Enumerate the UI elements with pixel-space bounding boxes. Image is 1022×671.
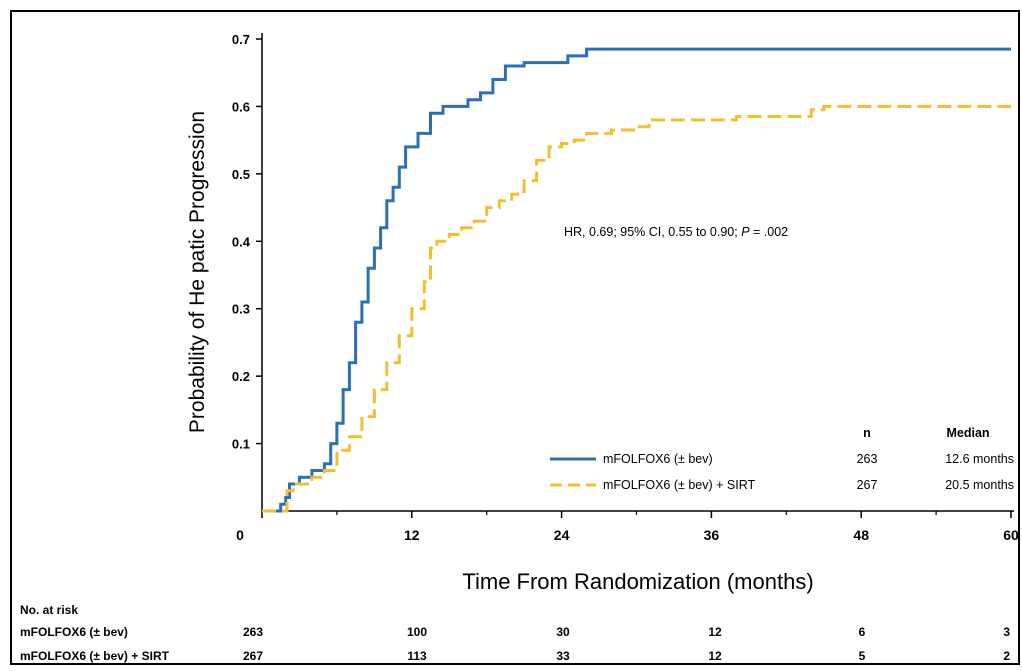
legend-n-series-2: 267 bbox=[857, 478, 878, 492]
risk-value: 12 bbox=[708, 625, 722, 639]
km-curve-series-2 bbox=[262, 104, 1011, 513]
risk-row-label-1: mFOLFOX6 (± bev) bbox=[20, 625, 128, 639]
risk-value: 3 bbox=[1003, 625, 1010, 639]
x-tick-label: 0 bbox=[236, 527, 244, 543]
series-lines bbox=[262, 47, 1011, 513]
y-tick-label: 0.7 bbox=[232, 32, 250, 47]
legend-n-header: n bbox=[863, 426, 871, 440]
risk-value: 263 bbox=[243, 625, 263, 639]
y-tick-label: 0.2 bbox=[232, 369, 250, 384]
risk-value: 6 bbox=[859, 625, 866, 639]
risk-row-label-2: mFOLFOX6 (± bev) + SIRT bbox=[20, 649, 170, 663]
risk-value: 12 bbox=[708, 649, 722, 663]
risk-value: 5 bbox=[859, 649, 866, 663]
legend-median-header: Median bbox=[946, 426, 989, 440]
legend-median-series-1: 12.6 months bbox=[945, 452, 1014, 466]
x-ticks: 0 12 24 36 48 60 bbox=[236, 511, 1019, 543]
risk-value: 113 bbox=[407, 649, 427, 663]
x-tick-label: 60 bbox=[1003, 527, 1019, 543]
y-tick-label: 0.3 bbox=[232, 302, 250, 317]
risk-value: 267 bbox=[243, 649, 263, 663]
y-tick-label: 0.5 bbox=[232, 167, 250, 182]
hr-p-label: P bbox=[741, 225, 750, 239]
hr-annotation: HR, 0.69; 95% CI, 0.55 to 0.90; P = .002 bbox=[564, 225, 788, 239]
x-tick-label: 24 bbox=[554, 527, 570, 543]
risk-values: 263 100 30 12 6 3 267 113 33 12 5 2 bbox=[243, 625, 1010, 663]
legend-n-series-1: 263 bbox=[857, 452, 878, 466]
y-tick-label: 0.1 bbox=[232, 437, 250, 452]
risk-value: 30 bbox=[556, 625, 570, 639]
risk-table: No. at risk mFOLFOX6 (± bev) mFOLFOX6 (±… bbox=[20, 603, 1010, 663]
legend-median-series-2: 20.5 months bbox=[945, 478, 1014, 492]
risk-value: 100 bbox=[407, 625, 427, 639]
legend-label-series-1: mFOLFOX6 (± bev) bbox=[603, 452, 713, 466]
hr-text: HR, 0.69; 95% CI, 0.55 to 0.90; bbox=[564, 225, 738, 239]
x-tick-label: 36 bbox=[704, 527, 720, 543]
legend: n Median mFOLFOX6 (± bev) 263 12.6 month… bbox=[550, 426, 1014, 492]
y-ticks: 0.1 0.2 0.3 0.4 0.5 0.6 0.7 bbox=[232, 32, 262, 452]
legend-label-series-2: mFOLFOX6 (± bev) + SIRT bbox=[603, 478, 756, 492]
x-tick-label: 12 bbox=[404, 527, 420, 543]
risk-table-title: No. at risk bbox=[20, 603, 78, 617]
figure-frame bbox=[10, 10, 1020, 665]
hr-p-value: = .002 bbox=[753, 225, 788, 239]
km-curve-series-1 bbox=[262, 47, 1011, 513]
x-axis-label: Time From Randomization (months) bbox=[462, 569, 813, 594]
risk-value: 33 bbox=[556, 649, 570, 663]
x-tick-label: 48 bbox=[853, 527, 869, 543]
y-axis-label: Probability of He patic Progression bbox=[186, 111, 209, 433]
risk-value: 2 bbox=[1003, 649, 1010, 663]
y-tick-label: 0.6 bbox=[232, 99, 250, 114]
y-tick-label: 0.4 bbox=[232, 234, 251, 249]
